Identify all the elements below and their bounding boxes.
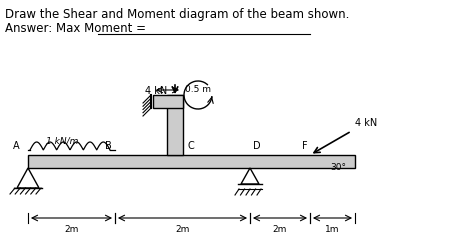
Text: B: B: [105, 141, 112, 151]
Text: F: F: [302, 141, 308, 151]
Text: 2m: 2m: [64, 225, 79, 234]
Text: D: D: [253, 141, 260, 151]
Text: Draw the Shear and Moment diagram of the beam shown.: Draw the Shear and Moment diagram of the…: [5, 8, 349, 21]
Text: 1 kN/m: 1 kN/m: [46, 136, 78, 145]
Text: 2m: 2m: [175, 225, 190, 234]
Text: Answer: Max Moment =: Answer: Max Moment =: [5, 22, 150, 35]
Text: 0.5 m: 0.5 m: [185, 85, 211, 94]
Text: 1m: 1m: [325, 225, 340, 234]
Text: 2m: 2m: [273, 225, 287, 234]
Text: A: A: [14, 141, 20, 151]
Text: C: C: [187, 141, 194, 151]
Text: 4 kN: 4 kN: [145, 86, 167, 96]
Polygon shape: [153, 95, 183, 108]
Text: 30°: 30°: [330, 163, 346, 172]
Text: 4 kN: 4 kN: [355, 118, 377, 128]
Polygon shape: [28, 155, 355, 168]
Polygon shape: [167, 95, 183, 155]
